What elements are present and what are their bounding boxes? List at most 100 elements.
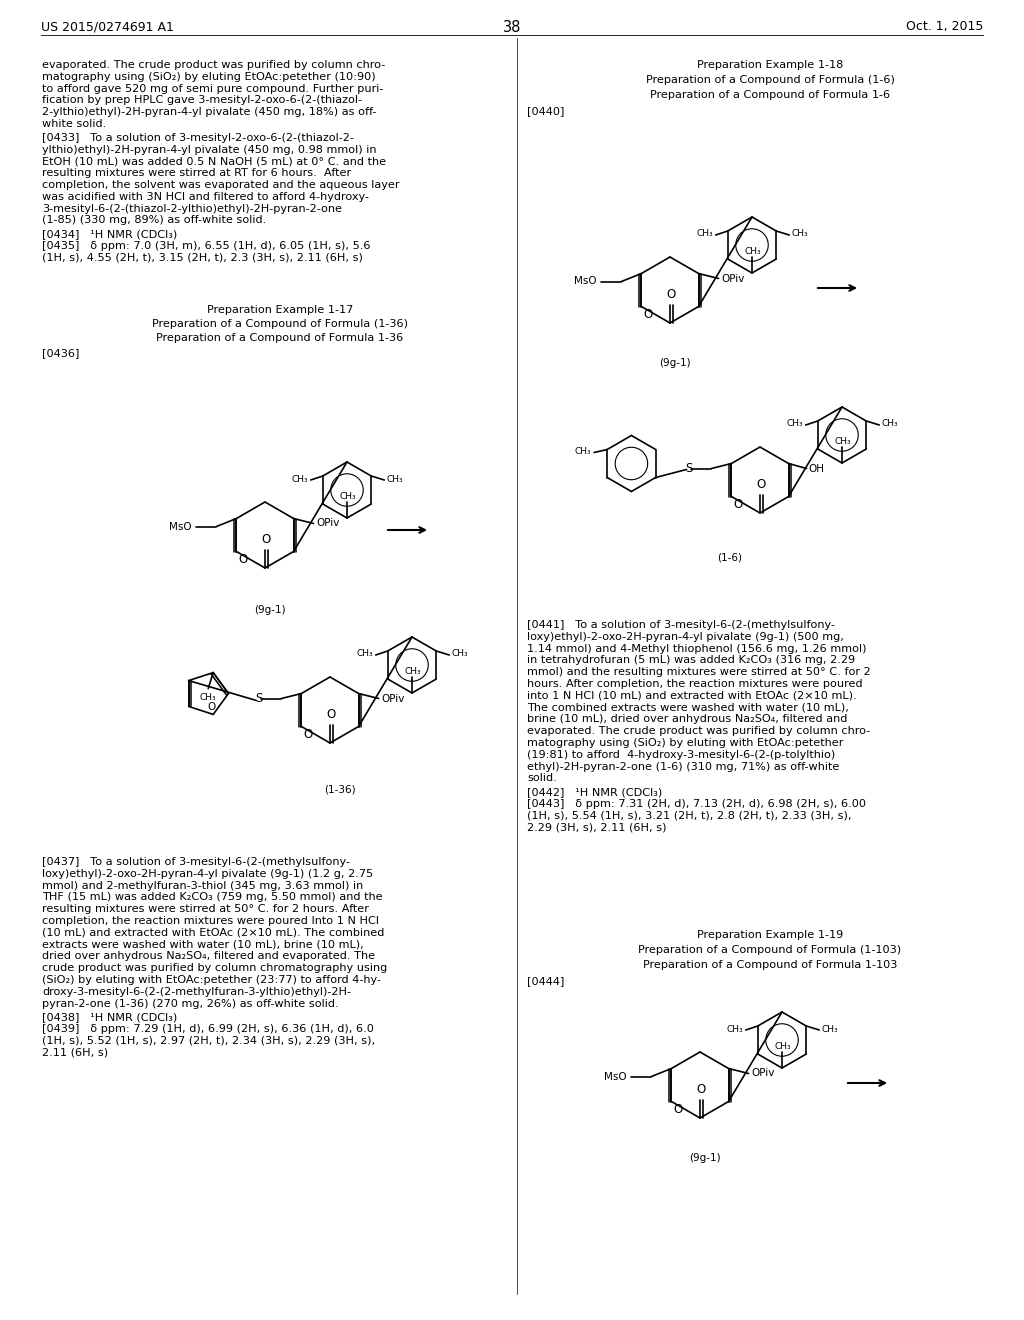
- Text: CH₃: CH₃: [574, 447, 591, 455]
- Text: O: O: [327, 708, 336, 721]
- Text: CH₃: CH₃: [744, 247, 761, 256]
- Text: fication by prep HPLC gave 3-mesityl-2-oxo-6-(2-(thiazol-: fication by prep HPLC gave 3-mesityl-2-o…: [42, 95, 362, 106]
- Text: EtOH (10 mL) was added 0.5 N NaOH (5 mL) at 0° C. and the: EtOH (10 mL) was added 0.5 N NaOH (5 mL)…: [42, 156, 386, 166]
- Text: O: O: [303, 729, 312, 742]
- Text: (1H, s), 5.54 (1H, s), 3.21 (2H, t), 2.8 (2H, t), 2.33 (3H, s),: (1H, s), 5.54 (1H, s), 3.21 (2H, t), 2.8…: [527, 810, 852, 821]
- Text: US 2015/0274691 A1: US 2015/0274691 A1: [41, 20, 174, 33]
- Text: [0436]: [0436]: [42, 348, 80, 359]
- Text: crude product was purified by column chromatography using: crude product was purified by column chr…: [42, 964, 387, 973]
- Text: 2.11 (6H, s): 2.11 (6H, s): [42, 1048, 109, 1057]
- Text: extracts were washed with water (10 mL), brine (10 mL),: extracts were washed with water (10 mL),…: [42, 940, 364, 949]
- Text: Preparation of a Compound of Formula (1-6): Preparation of a Compound of Formula (1-…: [645, 75, 894, 84]
- Text: CH₃: CH₃: [452, 649, 468, 659]
- Text: loxy)ethyl)-2-oxo-2H-pyran-4-yl pivalate (9g-1) (500 mg,: loxy)ethyl)-2-oxo-2H-pyran-4-yl pivalate…: [527, 632, 844, 642]
- Text: MsO: MsO: [604, 1072, 627, 1081]
- Text: ylthio)ethyl)-2H-pyran-4-yl pivalate (450 mg, 0.98 mmol) in: ylthio)ethyl)-2H-pyran-4-yl pivalate (45…: [42, 145, 377, 154]
- Text: was acidified with 3N HCl and filtered to afford 4-hydroxy-: was acidified with 3N HCl and filtered t…: [42, 191, 369, 202]
- Text: [0439]   δ ppm: 7.29 (1H, d), 6.99 (2H, s), 6.36 (1H, d), 6.0: [0439] δ ppm: 7.29 (1H, d), 6.99 (2H, s)…: [42, 1024, 374, 1034]
- Text: in tetrahydrofuran (5 mL) was added K₂CO₃ (316 mg, 2.29: in tetrahydrofuran (5 mL) was added K₂CO…: [527, 656, 855, 665]
- Text: [0434]   ¹H NMR (CDCl₃): [0434] ¹H NMR (CDCl₃): [42, 230, 177, 239]
- Text: [0441]   To a solution of 3-mesityl-6-(2-(methylsulfony-: [0441] To a solution of 3-mesityl-6-(2-(…: [527, 620, 835, 630]
- Text: white solid.: white solid.: [42, 119, 106, 129]
- Text: O: O: [673, 1104, 682, 1117]
- Text: CH₃: CH₃: [882, 420, 898, 429]
- Text: Preparation of a Compound of Formula 1-36: Preparation of a Compound of Formula 1-3…: [157, 333, 403, 343]
- Text: [0433]   To a solution of 3-mesityl-2-oxo-6-(2-(thiazol-2-: [0433] To a solution of 3-mesityl-2-oxo-…: [42, 133, 354, 143]
- Text: (1-36): (1-36): [325, 785, 355, 795]
- Text: evaporated. The crude product was purified by column chro-: evaporated. The crude product was purifi…: [527, 726, 870, 737]
- Text: 3-mesityl-6-(2-(thiazol-2-ylthio)ethyl)-2H-pyran-2-one: 3-mesityl-6-(2-(thiazol-2-ylthio)ethyl)-…: [42, 203, 342, 214]
- Text: droxy-3-mesityl-6-(2-(2-methylfuran-3-ylthio)ethyl)-2H-: droxy-3-mesityl-6-(2-(2-methylfuran-3-yl…: [42, 987, 351, 997]
- Text: (10 mL) and extracted with EtOAc (2×10 mL). The combined: (10 mL) and extracted with EtOAc (2×10 m…: [42, 928, 384, 937]
- Text: OH: OH: [809, 463, 824, 474]
- Text: CH₃: CH₃: [356, 649, 373, 659]
- Text: matography using (SiO₂) by eluting with EtOAc:petether: matography using (SiO₂) by eluting with …: [527, 738, 844, 748]
- Text: resulting mixtures were stirred at RT for 6 hours.  After: resulting mixtures were stirred at RT fo…: [42, 168, 351, 178]
- Text: brine (10 mL), dried over anhydrous Na₂SO₄, filtered and: brine (10 mL), dried over anhydrous Na₂S…: [527, 714, 848, 725]
- Text: [0435]   δ ppm: 7.0 (3H, m), 6.55 (1H, d), 6.05 (1H, s), 5.6: [0435] δ ppm: 7.0 (3H, m), 6.55 (1H, d),…: [42, 242, 371, 251]
- Text: Preparation Example 1-18: Preparation Example 1-18: [697, 59, 843, 70]
- Text: [0442]   ¹H NMR (CDCl₃): [0442] ¹H NMR (CDCl₃): [527, 787, 663, 797]
- Text: (1-6): (1-6): [718, 552, 742, 562]
- Text: CH₃: CH₃: [786, 420, 803, 429]
- Text: S: S: [686, 462, 693, 475]
- Text: MsO: MsO: [573, 276, 596, 286]
- Text: 2-ylthio)ethyl)-2H-pyran-4-yl pivalate (450 mg, 18%) as off-: 2-ylthio)ethyl)-2H-pyran-4-yl pivalate (…: [42, 107, 377, 117]
- Text: matography using (SiO₂) by eluting EtOAc:petether (10:90): matography using (SiO₂) by eluting EtOAc…: [42, 71, 376, 82]
- Text: mmol) and the resulting mixtures were stirred at 50° C. for 2: mmol) and the resulting mixtures were st…: [527, 667, 870, 677]
- Text: completion, the solvent was evaporated and the aqueous layer: completion, the solvent was evaporated a…: [42, 180, 399, 190]
- Text: CH₃: CH₃: [792, 230, 808, 239]
- Text: O: O: [757, 478, 766, 491]
- Text: Oct. 1, 2015: Oct. 1, 2015: [905, 20, 983, 33]
- Text: O: O: [261, 533, 270, 546]
- Text: [0444]: [0444]: [527, 977, 564, 986]
- Text: OPiv: OPiv: [382, 693, 404, 704]
- Text: CH₃: CH₃: [726, 1024, 742, 1034]
- Text: (1H, s), 4.55 (2H, t), 3.15 (2H, t), 2.3 (3H, s), 2.11 (6H, s): (1H, s), 4.55 (2H, t), 3.15 (2H, t), 2.3…: [42, 253, 362, 263]
- Text: (9g-1): (9g-1): [254, 605, 286, 615]
- Text: resulting mixtures were stirred at 50° C. for 2 hours. After: resulting mixtures were stirred at 50° C…: [42, 904, 369, 915]
- Text: loxy)ethyl)-2-oxo-2H-pyran-4-yl pivalate (9g-1) (1.2 g, 2.75: loxy)ethyl)-2-oxo-2H-pyran-4-yl pivalate…: [42, 869, 373, 879]
- Text: O: O: [667, 288, 676, 301]
- Text: O: O: [207, 702, 215, 713]
- Text: dried over anhydrous Na₂SO₄, filtered and evaporated. The: dried over anhydrous Na₂SO₄, filtered an…: [42, 952, 375, 961]
- Text: (SiO₂) by eluting with EtOAc:petether (23:77) to afford 4-hy-: (SiO₂) by eluting with EtOAc:petether (2…: [42, 975, 381, 985]
- Text: THF (15 mL) was added K₂CO₃ (759 mg, 5.50 mmol) and the: THF (15 mL) was added K₂CO₃ (759 mg, 5.5…: [42, 892, 383, 903]
- Text: Preparation of a Compound of Formula (1-103): Preparation of a Compound of Formula (1-…: [638, 945, 901, 954]
- Text: S: S: [256, 692, 263, 705]
- Text: CH₃: CH₃: [386, 474, 402, 483]
- Text: O: O: [733, 498, 742, 511]
- Text: (1H, s), 5.52 (1H, s), 2.97 (2H, t), 2.34 (3H, s), 2.29 (3H, s),: (1H, s), 5.52 (1H, s), 2.97 (2H, t), 2.3…: [42, 1036, 375, 1045]
- Text: (1-85) (330 mg, 89%) as off-white solid.: (1-85) (330 mg, 89%) as off-white solid.: [42, 215, 266, 226]
- Text: O: O: [696, 1082, 706, 1096]
- Text: CH₃: CH₃: [696, 230, 713, 239]
- Text: (9g-1): (9g-1): [689, 1152, 721, 1163]
- Text: [0437]   To a solution of 3-mesityl-6-(2-(methylsulfony-: [0437] To a solution of 3-mesityl-6-(2-(…: [42, 857, 350, 867]
- Text: OPiv: OPiv: [752, 1068, 775, 1078]
- Text: Preparation Example 1-17: Preparation Example 1-17: [207, 305, 353, 315]
- Text: 1.14 mmol) and 4-Methyl thiophenol (156.6 mg, 1.26 mmol): 1.14 mmol) and 4-Methyl thiophenol (156.…: [527, 644, 866, 653]
- Text: mmol) and 2-methylfuran-3-thiol (345 mg, 3.63 mmol) in: mmol) and 2-methylfuran-3-thiol (345 mg,…: [42, 880, 364, 891]
- Text: evaporated. The crude product was purified by column chro-: evaporated. The crude product was purifi…: [42, 59, 385, 70]
- Text: [0443]   δ ppm: 7.31 (2H, d), 7.13 (2H, d), 6.98 (2H, s), 6.00: [0443] δ ppm: 7.31 (2H, d), 7.13 (2H, d)…: [527, 799, 866, 809]
- Text: into 1 N HCl (10 mL) and extracted with EtOAc (2×10 mL).: into 1 N HCl (10 mL) and extracted with …: [527, 690, 857, 701]
- Text: The combined extracts were washed with water (10 mL),: The combined extracts were washed with w…: [527, 702, 849, 713]
- Text: CH₃: CH₃: [404, 667, 421, 676]
- Text: Preparation of a Compound of Formula (1-36): Preparation of a Compound of Formula (1-…: [152, 319, 408, 329]
- Text: solid.: solid.: [527, 774, 557, 783]
- Text: CH₃: CH₃: [775, 1041, 792, 1051]
- Text: CH₃: CH₃: [821, 1024, 838, 1034]
- Text: ethyl)-2H-pyran-2-one (1-6) (310 mg, 71%) as off-white: ethyl)-2H-pyran-2-one (1-6) (310 mg, 71%…: [527, 762, 840, 772]
- Text: Preparation of a Compound of Formula 1-6: Preparation of a Compound of Formula 1-6: [650, 90, 890, 99]
- Text: [0438]   ¹H NMR (CDCl₃): [0438] ¹H NMR (CDCl₃): [42, 1012, 177, 1023]
- Text: OPiv: OPiv: [316, 519, 340, 528]
- Text: (9g-1): (9g-1): [659, 358, 691, 368]
- Text: Preparation Example 1-19: Preparation Example 1-19: [697, 931, 843, 940]
- Text: to afford gave 520 mg of semi pure compound. Further puri-: to afford gave 520 mg of semi pure compo…: [42, 83, 383, 94]
- Text: (19:81) to afford  4-hydroxy-3-mesityl-6-(2-(p-tolylthio): (19:81) to afford 4-hydroxy-3-mesityl-6-…: [527, 750, 836, 760]
- Text: CH₃: CH₃: [200, 693, 216, 701]
- Text: [0440]: [0440]: [527, 107, 564, 116]
- Text: Preparation of a Compound of Formula 1-103: Preparation of a Compound of Formula 1-1…: [643, 960, 897, 970]
- Text: MsO: MsO: [169, 521, 191, 532]
- Text: completion, the reaction mixtures were poured Into 1 N HCl: completion, the reaction mixtures were p…: [42, 916, 379, 927]
